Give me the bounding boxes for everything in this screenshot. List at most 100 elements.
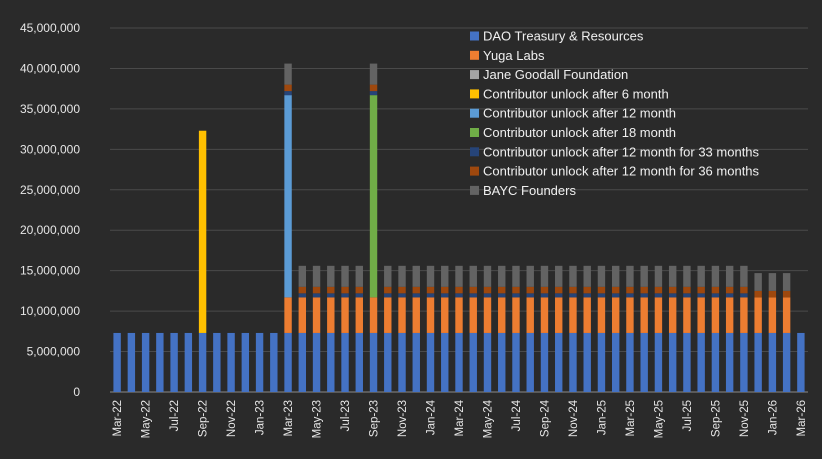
bar-segment bbox=[754, 332, 762, 392]
legend: DAO Treasury & Resources Yuga Labs Jane Go… bbox=[470, 29, 760, 198]
bar-segment bbox=[284, 297, 292, 333]
bar-segment bbox=[640, 297, 648, 333]
bar-segment bbox=[355, 332, 363, 392]
bar-segment bbox=[284, 95, 292, 298]
bar-segment bbox=[512, 293, 520, 298]
bar-segment bbox=[611, 332, 620, 392]
x-tick-label: Mar-23 bbox=[283, 400, 295, 436]
bar-segment bbox=[341, 265, 349, 287]
bar-segment bbox=[469, 265, 477, 287]
bar-segment bbox=[697, 265, 705, 287]
bar-segment bbox=[469, 332, 477, 392]
bar-segment bbox=[640, 332, 648, 392]
bar-segment bbox=[398, 286, 406, 294]
bar-segment bbox=[583, 293, 591, 298]
bar-segment bbox=[740, 265, 748, 287]
x-tick-label: Mar-25 bbox=[625, 400, 637, 436]
bar-segment bbox=[355, 265, 363, 287]
bar-segment bbox=[782, 332, 791, 392]
bar-segment bbox=[512, 332, 520, 392]
bar-segment bbox=[654, 332, 663, 392]
bar-segment bbox=[540, 293, 549, 298]
legend-label: Contributor unlock after 18 month bbox=[483, 125, 676, 140]
bar-segment bbox=[312, 286, 321, 294]
bar-segment bbox=[597, 265, 606, 287]
y-tick-label: 30,000,000 bbox=[20, 142, 80, 156]
bar-segment bbox=[697, 286, 705, 294]
bar-segment bbox=[697, 332, 705, 392]
bar-segment bbox=[654, 265, 663, 287]
bar-segment bbox=[284, 91, 292, 96]
bar-segment bbox=[327, 297, 335, 333]
x-tick-label: Jul-24 bbox=[511, 399, 523, 431]
bar-segment bbox=[298, 293, 307, 298]
bar-segment bbox=[512, 265, 520, 287]
bar-segment bbox=[384, 286, 392, 294]
bar-segment bbox=[711, 297, 720, 333]
bar-segment bbox=[398, 297, 406, 333]
bar-segment bbox=[270, 332, 278, 392]
bar-segment bbox=[369, 63, 378, 85]
bar-segment bbox=[512, 286, 520, 294]
bar-segment bbox=[455, 293, 463, 298]
bar-segment bbox=[412, 297, 420, 333]
bar-segment bbox=[569, 332, 577, 392]
bar-segment bbox=[526, 265, 534, 287]
bar-segment bbox=[797, 332, 805, 392]
bar-segment bbox=[412, 286, 420, 294]
legend-swatch bbox=[470, 147, 479, 157]
bar-segment bbox=[668, 286, 677, 294]
y-tick-label: 25,000,000 bbox=[20, 183, 80, 197]
bar-segment bbox=[441, 265, 449, 287]
bar-segment bbox=[740, 332, 748, 392]
bar-segment bbox=[426, 293, 435, 298]
bar-segment bbox=[768, 290, 777, 298]
x-tick-label: Jan-26 bbox=[767, 400, 779, 435]
bar-segment bbox=[469, 297, 477, 333]
y-tick-label: 45,000,000 bbox=[20, 21, 80, 35]
bar-segment bbox=[640, 265, 648, 287]
bar-segment bbox=[611, 293, 620, 298]
bar-segment bbox=[483, 265, 492, 287]
bar-segment bbox=[754, 273, 762, 291]
bar-segment bbox=[540, 265, 549, 287]
x-tick-label: Jan-25 bbox=[596, 400, 608, 435]
bar-segment bbox=[683, 332, 691, 392]
bar-segment bbox=[426, 286, 435, 294]
bar-segment bbox=[683, 286, 691, 294]
bar-segment bbox=[583, 332, 591, 392]
y-tick-label: 20,000,000 bbox=[20, 223, 80, 237]
bar-segment bbox=[597, 332, 606, 392]
bar-segment bbox=[384, 265, 392, 287]
bar-segment bbox=[441, 297, 449, 333]
bar-segment bbox=[768, 297, 777, 333]
bar-segment bbox=[725, 293, 734, 298]
bar-segment bbox=[626, 265, 634, 287]
legend-swatch bbox=[470, 128, 479, 137]
bar-segment bbox=[412, 265, 420, 287]
bar-segment bbox=[768, 273, 777, 291]
bar-segment bbox=[412, 293, 420, 298]
x-tick-label: May-25 bbox=[653, 400, 665, 438]
bar-segment bbox=[555, 286, 563, 294]
bar-segment bbox=[583, 265, 591, 287]
bar-segment bbox=[113, 332, 121, 392]
bar-segment bbox=[569, 286, 577, 294]
x-tick-label: May-22 bbox=[141, 400, 153, 438]
x-axis: Mar-22 May-22 Jul-22 Sep-22 Nov-22 Jan-23 Mar-… bbox=[112, 399, 808, 438]
x-tick-label: Mar-24 bbox=[454, 399, 466, 436]
bar-segment bbox=[526, 297, 534, 333]
bar-segment bbox=[611, 265, 620, 287]
bar-segment bbox=[711, 293, 720, 298]
bar-segment bbox=[626, 297, 634, 333]
x-tick-label: Nov-24 bbox=[568, 399, 580, 437]
bar-segment bbox=[455, 265, 463, 287]
bar-segment bbox=[284, 63, 292, 85]
bar-segment bbox=[526, 332, 534, 392]
bar-segment bbox=[384, 297, 392, 333]
bar-segment bbox=[213, 332, 221, 392]
bar-segment bbox=[597, 297, 606, 333]
bar-segment bbox=[754, 290, 762, 298]
bar-segment bbox=[740, 297, 748, 333]
